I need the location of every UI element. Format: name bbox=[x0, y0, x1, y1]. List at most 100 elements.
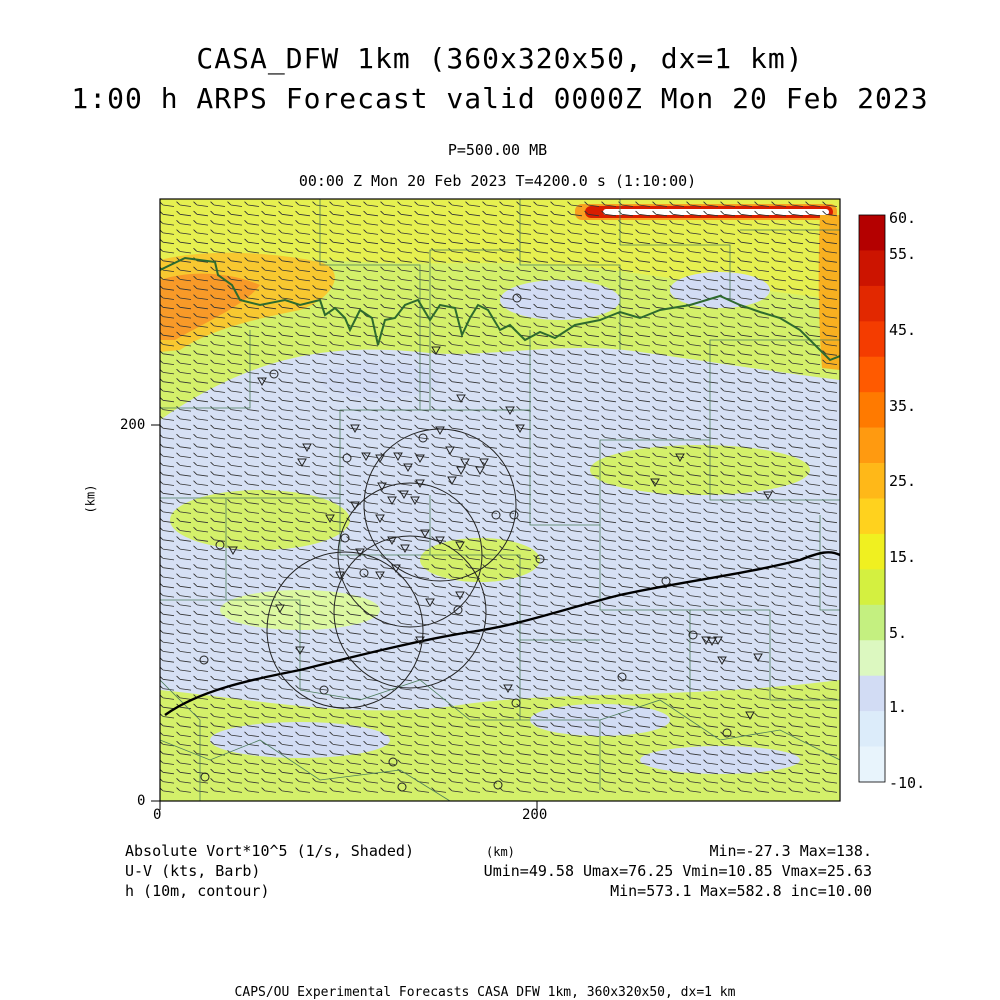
vorticity-shading bbox=[160, 199, 840, 801]
station-triangle bbox=[425, 598, 435, 608]
colorbar-swatch bbox=[859, 604, 885, 641]
station-circle bbox=[688, 630, 698, 640]
station-triangle bbox=[355, 548, 365, 558]
plot-title-line1: CASA_DFW 1km (360x320x50, dx=1 km) bbox=[196, 42, 804, 75]
county-boundaries bbox=[160, 199, 840, 801]
colorbar-swatch bbox=[859, 533, 885, 570]
axis-ticks bbox=[151, 424, 538, 810]
station-circle bbox=[340, 533, 350, 543]
station-circle bbox=[512, 293, 522, 303]
station-triangle bbox=[393, 452, 403, 462]
station-circle bbox=[661, 576, 671, 586]
station-triangle bbox=[325, 514, 335, 524]
colorbar-swatch bbox=[859, 215, 885, 251]
colorbar-swatch bbox=[859, 356, 885, 393]
station-triangle bbox=[375, 571, 385, 581]
station-triangle bbox=[505, 406, 515, 416]
station-circle bbox=[535, 554, 545, 564]
plot-title-line2: 1:00 h ARPS Forecast valid 0000Z Mon 20 … bbox=[71, 82, 929, 115]
station-triangle bbox=[403, 463, 413, 473]
legend-field-height: h (10m, contour) bbox=[125, 882, 270, 900]
station-triangle bbox=[515, 424, 525, 434]
station-circle bbox=[722, 728, 732, 738]
station-circle bbox=[453, 605, 463, 615]
colorbar-swatch bbox=[859, 711, 885, 747]
colorbar-swatch bbox=[859, 321, 885, 358]
radar-range-rings bbox=[266, 428, 517, 709]
station-triangle bbox=[302, 443, 312, 453]
valid-time-label: 00:00 Z Mon 20 Feb 2023 T=4200.0 s (1:10… bbox=[298, 172, 697, 190]
station-circle bbox=[269, 369, 279, 379]
station-triangle bbox=[435, 426, 445, 436]
station-triangle bbox=[375, 454, 385, 464]
station-triangle bbox=[701, 636, 711, 646]
footer-credit: CAPS/OU Experimental Forecasts CASA DFW … bbox=[234, 985, 736, 1000]
station-triangle bbox=[275, 604, 285, 614]
colorbar-swatch bbox=[859, 285, 885, 322]
station-circle bbox=[509, 510, 519, 520]
station-circle bbox=[397, 782, 407, 792]
colorbar-swatch bbox=[859, 498, 885, 535]
y-tick-0: 0 bbox=[137, 793, 146, 809]
station-triangle bbox=[745, 711, 755, 721]
x-tick-200: 200 bbox=[522, 807, 548, 823]
station-triangle bbox=[455, 541, 465, 551]
station-triangle bbox=[460, 458, 470, 468]
station-triangle bbox=[675, 453, 685, 463]
station-circle bbox=[617, 672, 627, 682]
station-triangle bbox=[415, 479, 425, 489]
station-triangle bbox=[415, 636, 425, 646]
station-triangle bbox=[377, 482, 387, 492]
colorbar-label-60: 60. bbox=[889, 209, 917, 227]
station-triangle bbox=[297, 458, 307, 468]
station-triangle bbox=[257, 377, 267, 387]
station-triangle bbox=[650, 478, 660, 488]
plot-frame bbox=[159, 198, 841, 802]
station-triangle bbox=[361, 452, 371, 462]
colorbar-label-1: 1. bbox=[889, 698, 908, 716]
station-circle bbox=[511, 698, 521, 708]
wind-barbs bbox=[160, 201, 838, 793]
station-triangle bbox=[415, 454, 425, 464]
station-circle bbox=[342, 453, 352, 463]
station-triangle bbox=[479, 458, 489, 468]
station-triangle bbox=[400, 544, 410, 554]
colorbar-swatch bbox=[859, 463, 885, 499]
station-triangle bbox=[456, 466, 466, 476]
colorbar-swatch bbox=[859, 250, 885, 287]
colorbar-label-55: 55. bbox=[889, 245, 917, 263]
height-contour-south bbox=[164, 551, 840, 716]
station-circle bbox=[491, 510, 501, 520]
station-triangle bbox=[475, 466, 485, 476]
station-circle bbox=[359, 568, 369, 578]
colorbar-label-5: 5. bbox=[889, 624, 908, 642]
station-circle bbox=[200, 772, 210, 782]
colorbar-frame bbox=[858, 214, 886, 783]
station-circle bbox=[319, 685, 329, 695]
station-triangle bbox=[456, 394, 466, 404]
station-triangle bbox=[447, 476, 457, 486]
station-triangle bbox=[763, 491, 773, 501]
y-axis-unit: (km) bbox=[83, 484, 98, 514]
station-triangle bbox=[295, 646, 305, 656]
station-circle bbox=[199, 655, 209, 665]
station-triangle bbox=[713, 636, 723, 646]
legend-stats-wind: Umin=49.58 Umax=76.25 Vmin=10.85 Vmax=25… bbox=[483, 862, 872, 880]
colorbar-swatch bbox=[859, 746, 885, 783]
colorbar-swatch bbox=[859, 392, 885, 428]
colorbar-swatch bbox=[859, 569, 885, 606]
station-circle bbox=[388, 757, 398, 767]
station-triangle bbox=[410, 496, 420, 506]
x-axis-unit: (km) bbox=[486, 845, 515, 859]
legend-stats-vorticity: Min=-27.3 Max=138. bbox=[709, 842, 872, 860]
station-circle bbox=[215, 540, 225, 550]
colorbar-swatch bbox=[859, 675, 885, 712]
y-tick-200: 200 bbox=[120, 417, 146, 433]
station-triangle bbox=[445, 446, 455, 456]
station-triangle bbox=[455, 591, 465, 601]
station-triangle bbox=[431, 346, 441, 356]
legend-stats-height: Min=573.1 Max=582.8 inc=10.00 bbox=[610, 882, 872, 900]
wind-barb-field bbox=[160, 201, 838, 793]
colorbar-label-35: 35. bbox=[889, 397, 917, 415]
